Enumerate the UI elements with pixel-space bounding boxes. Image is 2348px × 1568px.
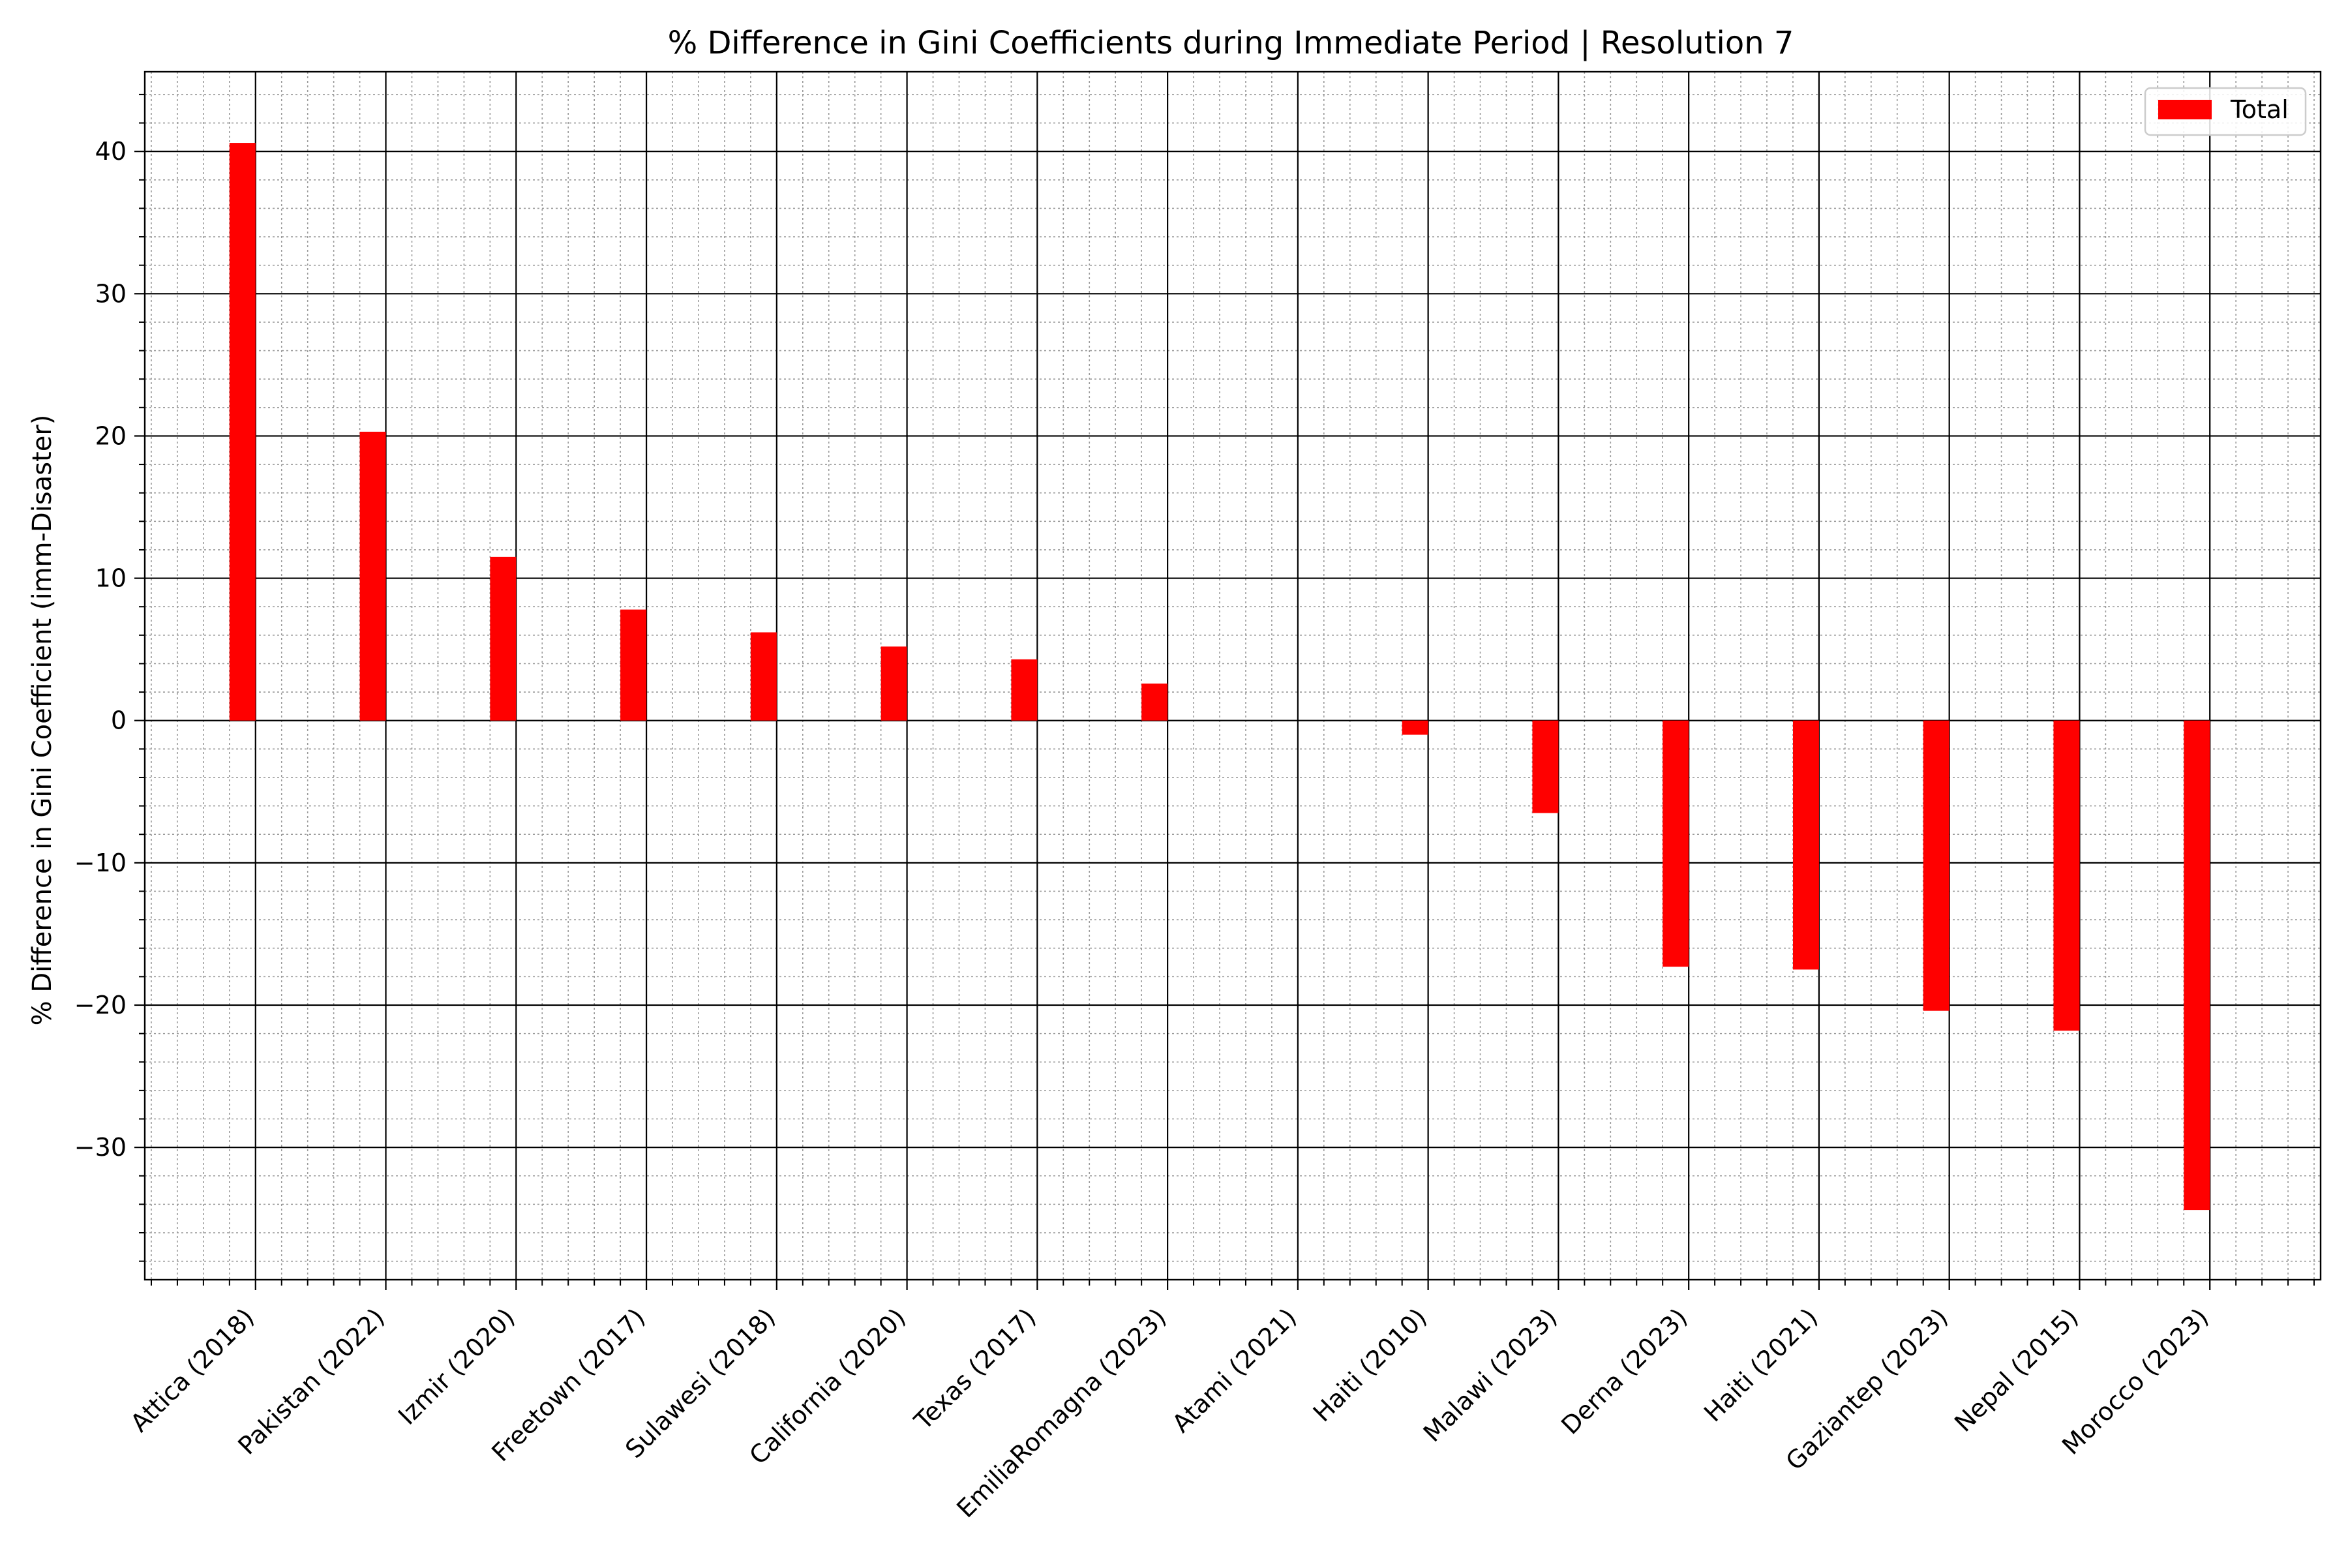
- bar: [1402, 720, 1428, 735]
- plot-frame: [143, 70, 2322, 1281]
- bar: [1663, 720, 1689, 967]
- bar: [750, 632, 777, 721]
- bar: [1923, 720, 1949, 1011]
- y-tick-label: 20: [95, 421, 127, 450]
- y-tick-label: −30: [74, 1133, 127, 1162]
- bar: [359, 431, 386, 721]
- bar: [880, 646, 907, 721]
- bar: [490, 556, 517, 721]
- y-axis-label: % Difference in Gini Coefficient (imm-Di…: [27, 415, 57, 1026]
- bar: [229, 143, 256, 721]
- y-tick-label: 0: [111, 706, 127, 735]
- bar: [1141, 683, 1168, 721]
- y-tick-label: 30: [95, 279, 127, 308]
- bar: [620, 609, 647, 721]
- bar: [1532, 720, 1559, 813]
- y-tick-label: −10: [74, 849, 127, 877]
- y-tick-label: 10: [95, 564, 127, 593]
- legend-label: Total: [2230, 95, 2289, 124]
- legend: Total: [2144, 87, 2307, 136]
- chart-title: % Difference in Gini Coefficients during…: [668, 25, 1794, 61]
- bar: [2053, 720, 2080, 1031]
- bar: [1011, 659, 1038, 721]
- y-tick-label: −20: [74, 991, 127, 1019]
- legend-swatch: [2158, 100, 2212, 119]
- bar: [1792, 720, 1819, 970]
- y-tick-label: 40: [95, 137, 127, 166]
- bar: [2184, 720, 2210, 1211]
